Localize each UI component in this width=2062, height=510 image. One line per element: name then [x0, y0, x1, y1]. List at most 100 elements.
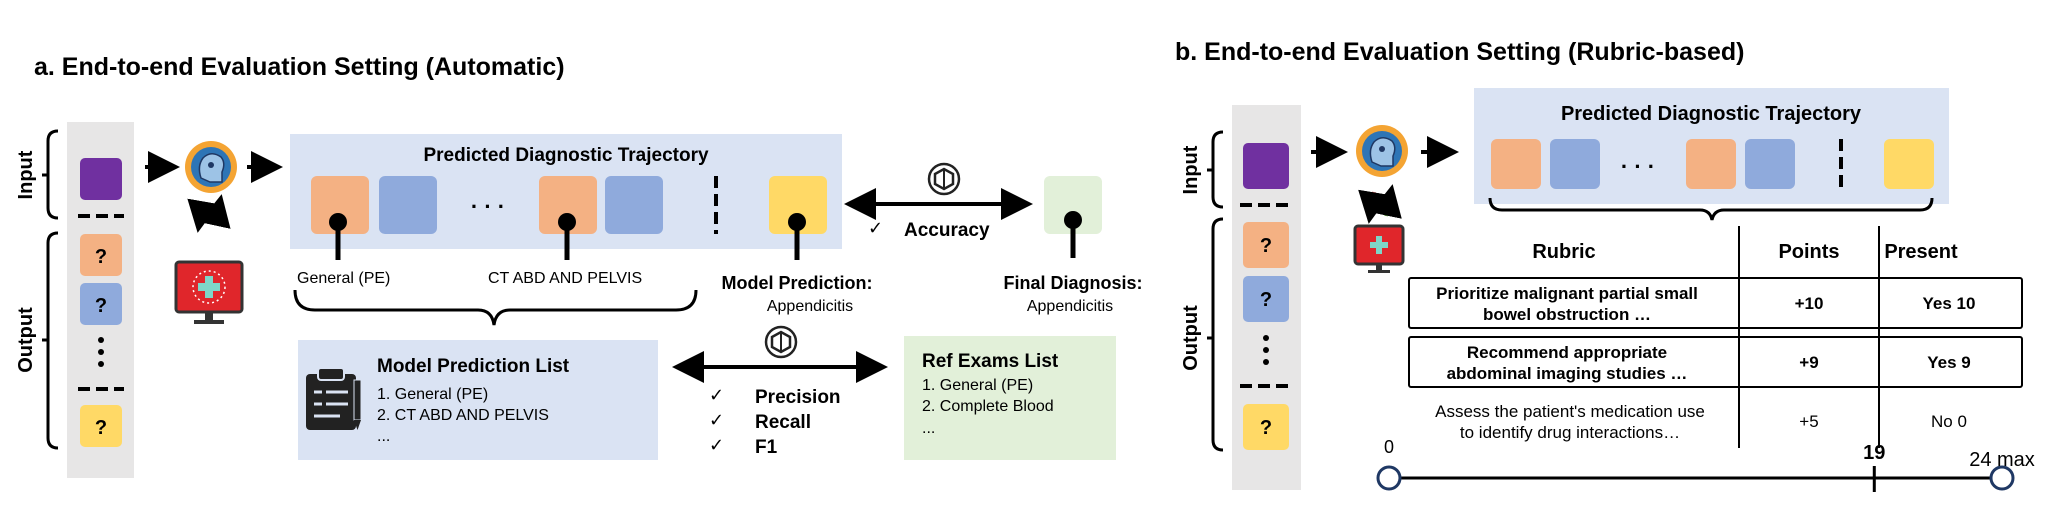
rubric-points: +10 [1795, 294, 1824, 313]
question-mark: ? [95, 417, 107, 439]
output-block-orange [80, 234, 122, 276]
rubric-text: Prioritize malignant partial small [1436, 284, 1698, 303]
accuracy-label: Accuracy [904, 220, 990, 241]
lab-step [1745, 139, 1795, 189]
panel-a-input-bracket [46, 129, 59, 220]
exchange-arrows-icon [1358, 184, 1402, 224]
ellipsis: · · · [471, 194, 505, 219]
model-prediction-label: Model Prediction: [721, 273, 872, 293]
metric-f1: F1 [755, 437, 778, 458]
output-block-orange [1243, 222, 1289, 268]
exam-step [1491, 139, 1541, 189]
ref-list-item: 2. Complete Blood [922, 398, 1054, 415]
scale-max-label: 24 max [1969, 449, 2035, 471]
panel-a: a. End-to-end Evaluation Setting (Automa… [15, 53, 1143, 478]
header-present: Present [1884, 241, 1958, 263]
rubric-row: Recommend appropriate abdominal imaging … [1408, 336, 2023, 388]
diagnosis-step [769, 176, 827, 234]
trajectory-brace [293, 289, 698, 326]
output-block-yellow [1243, 404, 1289, 450]
panel-b-output-bracket [1211, 217, 1224, 452]
metric-recall: Recall [755, 412, 811, 433]
header-rubric: Rubric [1532, 241, 1595, 263]
label-ct: CT ABD AND PELVIS [488, 270, 642, 287]
rubric-text: abdominal imaging studies … [1447, 364, 1688, 383]
metric-check: ✓ [709, 410, 724, 430]
panel-a-output-label: Output [15, 307, 37, 373]
question-mark: ? [95, 295, 107, 317]
rubric-row: Prioritize malignant partial small bowel… [1408, 277, 2023, 329]
input-block [80, 158, 122, 200]
rubric-text: bowel obstruction … [1483, 305, 1651, 324]
ellipsis: · · · [1621, 154, 1655, 179]
accuracy-check: ✓ [868, 218, 883, 238]
model-list-title: Model Prediction List [377, 356, 570, 377]
rubric-text: to identify drug interactions… [1460, 423, 1680, 442]
rubric-text: Recommend appropriate [1467, 343, 1667, 362]
question-mark: ? [1260, 235, 1272, 257]
model-list-item: 1. General (PE) [377, 386, 488, 403]
output-block-yellow [80, 405, 122, 447]
ref-list-item: ... [922, 420, 935, 437]
ref-list-title: Ref Exams List [922, 351, 1059, 372]
openai-icon [764, 325, 798, 359]
panel-b-title: b. End-to-end Evaluation Setting (Rubric… [1175, 38, 1744, 66]
trajectory-title: Predicted Diagnostic Trajectory [1561, 103, 1862, 125]
input-block [1243, 143, 1289, 189]
question-mark: ? [1260, 417, 1272, 439]
question-mark: ? [95, 246, 107, 268]
model-list-item: 2. CT ABD AND PELVIS [377, 407, 549, 424]
ai-brain-icon [1356, 125, 1408, 177]
scale-min-label: 0 [1384, 437, 1394, 457]
panel-a-input-label: Input [15, 150, 37, 199]
panel-b-input-bracket [1211, 130, 1224, 209]
label-general: General (PE) [297, 270, 390, 287]
final-diagnosis-label: Final Diagnosis: [1003, 273, 1142, 293]
pin-general [329, 213, 347, 260]
rubric-row: Assess the patient's medication use to i… [1435, 402, 1967, 442]
panel-b-output-label: Output [1180, 305, 1202, 371]
exam-step [311, 176, 369, 234]
pin-final [1064, 211, 1082, 258]
pin-prediction [788, 213, 806, 260]
exchange-arrows-icon [187, 194, 231, 233]
output-block-blue [80, 283, 122, 325]
metric-check: ✓ [709, 435, 724, 455]
medical-monitor-icon [1353, 224, 1405, 273]
exam-step [1686, 139, 1736, 189]
final-diagnosis-box [1044, 176, 1102, 234]
scale-min-marker [1376, 465, 1402, 491]
medical-monitor-icon [174, 260, 244, 324]
lab-step [1550, 139, 1600, 189]
clipboard-icon [306, 367, 362, 430]
panel-b-input-label: Input [1180, 145, 1202, 194]
final-diagnosis-value: Appendicitis [1027, 298, 1113, 315]
exam-step [539, 176, 597, 234]
model-prediction-value: Appendicitis [767, 298, 853, 315]
rubric-present: Yes 9 [1927, 353, 1971, 372]
score-scale: 0 19 24 max [1376, 437, 2035, 492]
lab-step [605, 176, 663, 234]
ref-list-item: 1. General (PE) [922, 377, 1033, 394]
rubric-present: No 0 [1931, 412, 1967, 431]
panel-a-output-bracket [46, 231, 59, 450]
output-block-blue [1243, 276, 1289, 322]
scale-max-marker [1989, 465, 2015, 491]
panel-b: b. End-to-end Evaluation Setting (Rubric… [1175, 38, 2035, 492]
ref-exams-list [904, 336, 1116, 460]
rubric-points: +5 [1799, 412, 1818, 431]
trajectory-title: Predicted Diagnostic Trajectory [423, 145, 709, 166]
diagnosis-step [1884, 139, 1934, 189]
header-points: Points [1778, 241, 1839, 263]
panel-a-title: a. End-to-end Evaluation Setting (Automa… [34, 53, 565, 81]
rubric-points: +9 [1799, 353, 1818, 372]
openai-icon [927, 162, 961, 196]
metric-precision: Precision [755, 387, 841, 408]
lab-step [379, 176, 437, 234]
rubric-present: Yes 10 [1923, 294, 1976, 313]
model-list-item: ... [377, 428, 390, 445]
question-mark: ? [1260, 289, 1272, 311]
trajectory-brace [1488, 197, 1934, 221]
pin-ct [558, 213, 576, 260]
